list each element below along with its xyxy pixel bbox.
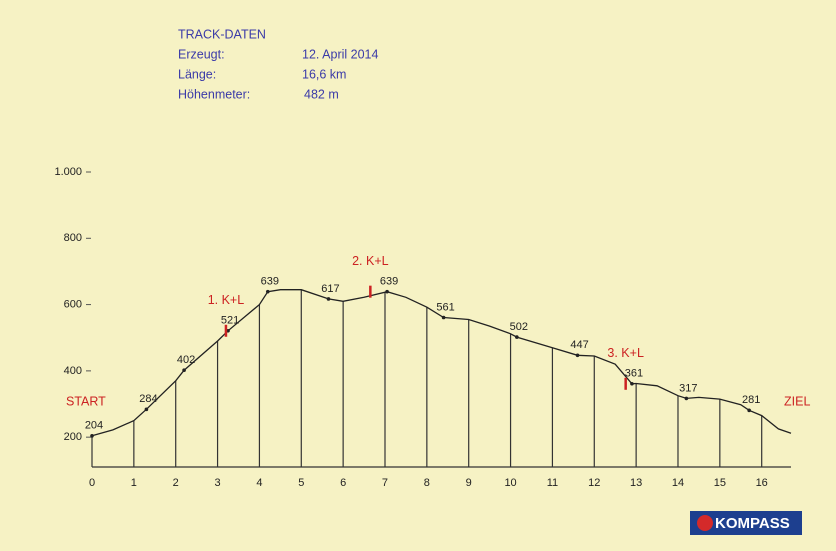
y-tick-label: 1.000 (54, 166, 82, 178)
elevation-label: 639 (261, 276, 279, 288)
elevation-label: 447 (570, 339, 588, 351)
rest-label: 3. K+L (607, 346, 644, 360)
start-label: START (66, 394, 106, 408)
elevation-line (91, 289, 792, 437)
elevation-point (441, 315, 446, 320)
elevation-label: 639 (380, 276, 398, 288)
x-tick-label: 5 (298, 477, 304, 489)
header-value: 12. April 2014 (302, 47, 378, 61)
elevation-label: 617 (321, 283, 339, 295)
x-tick-label: 13 (630, 477, 642, 489)
header-value: 16,6 km (302, 67, 346, 81)
x-tick-label: 2 (173, 477, 179, 489)
x-tick-label: 12 (588, 477, 600, 489)
elevation-label: 361 (625, 368, 643, 380)
elevation-label: 281 (742, 394, 760, 406)
rest-label: 1. K+L (208, 293, 245, 307)
elevation-label: 317 (679, 382, 697, 394)
elevation-label: 561 (436, 301, 454, 313)
elevation-label: 284 (139, 393, 157, 405)
logo: KOMPASS (715, 515, 790, 532)
y-tick-label: 400 (64, 365, 82, 377)
x-tick-label: 3 (215, 477, 221, 489)
elevation-point (144, 407, 149, 412)
elevation-label: 402 (177, 354, 195, 366)
x-tick-label: 10 (504, 477, 516, 489)
x-tick-label: 8 (424, 477, 430, 489)
header-value: 482 m (304, 87, 339, 101)
elevation-label: 502 (510, 321, 528, 333)
elevation-point (265, 289, 270, 294)
elevation-point (630, 382, 634, 386)
elevation-point (515, 335, 519, 339)
header-label: Erzeugt: (178, 47, 225, 61)
elevation-point (326, 297, 331, 301)
elevation-point (575, 353, 580, 358)
x-tick-label: 9 (466, 477, 472, 489)
x-tick-label: 6 (340, 477, 346, 489)
logo-icon (697, 515, 713, 531)
x-tick-label: 15 (714, 477, 726, 489)
elevation-point (385, 289, 389, 294)
y-tick-label: 800 (64, 232, 82, 244)
elevation-point (90, 434, 94, 438)
rest-label: 2. K+L (352, 254, 389, 268)
x-tick-label: 16 (756, 477, 768, 489)
x-tick-label: 11 (547, 477, 558, 489)
header-title: TRACK-DATEN (178, 27, 266, 41)
elevation-point (747, 408, 751, 413)
end-label: ZIEL (784, 394, 810, 408)
x-tick-label: 0 (89, 477, 95, 489)
elevation-label: 521 (221, 315, 239, 327)
elevation-point (684, 396, 689, 401)
header-label: Länge: (178, 67, 216, 81)
x-tick-label: 1 (131, 477, 137, 489)
x-tick-label: 14 (672, 477, 684, 489)
header-label: Höhenmeter: (178, 87, 250, 101)
elevation-label: 204 (85, 420, 103, 432)
x-tick-label: 4 (256, 477, 262, 489)
elevation-point (182, 368, 186, 373)
x-tick-label: 7 (382, 477, 388, 489)
y-tick-label: 600 (64, 298, 82, 310)
y-tick-label: 200 (64, 431, 82, 443)
